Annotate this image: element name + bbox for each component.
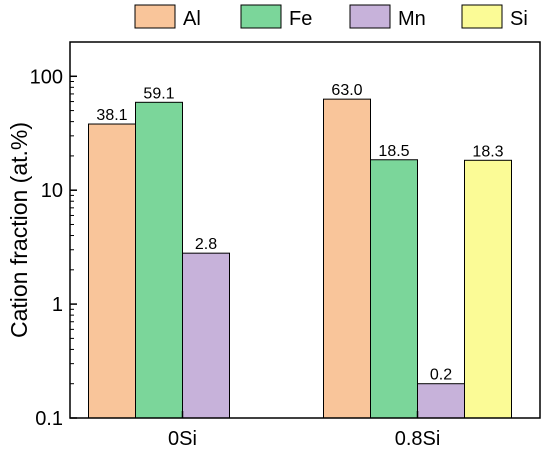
data-labels: 38.1 59.1 2.8 63.0 18.5 0.2 18.3 xyxy=(96,82,503,384)
bar-si-0-8si xyxy=(464,159,512,419)
y-tick-label: 100 xyxy=(30,66,63,88)
x-tick-label-0-8si: 0.8Si xyxy=(395,428,441,450)
data-label-mn-0si: 2.8 xyxy=(195,236,217,253)
bar-mn-0-8si xyxy=(417,383,465,419)
data-label-al-0si: 38.1 xyxy=(96,107,127,124)
legend-swatch-fe xyxy=(240,4,282,29)
legend-swatch-al xyxy=(134,4,176,29)
data-label-fe-0-8si: 18.5 xyxy=(378,143,409,160)
data-label-fe-0si: 59.1 xyxy=(143,85,174,102)
bar-fe-0-8si xyxy=(370,159,418,419)
x-tick-label-0si: 0Si xyxy=(168,428,197,450)
bars xyxy=(88,98,512,419)
plot-frame xyxy=(69,41,541,419)
bar-fe-0si xyxy=(135,101,183,419)
y-tick-label: 0.1 xyxy=(35,408,63,430)
legend: Al Fe Mn Si xyxy=(134,4,528,30)
legend-label-mn: Mn xyxy=(398,8,426,30)
legend-label-al: Al xyxy=(183,8,201,30)
legend-swatch-si xyxy=(461,4,503,29)
data-label-si-0-8si: 18.3 xyxy=(472,143,503,160)
data-label-mn-0-8si: 0.2 xyxy=(430,367,452,384)
x-axis-ticks: 0Si 0.8Si xyxy=(168,411,440,450)
legend-label-si: Si xyxy=(510,8,528,30)
legend-label-fe: Fe xyxy=(289,8,312,30)
legend-swatch-mn xyxy=(349,4,391,29)
data-label-al-0-8si: 63.0 xyxy=(331,82,362,99)
bar-mn-0si xyxy=(182,252,230,419)
y-axis-title: Cation fraction (at.%) xyxy=(6,122,32,338)
y-axis-ticks: 0.1 1 10 100 xyxy=(30,41,77,430)
y-tick-label: 10 xyxy=(41,180,63,202)
bar-al-0-8si xyxy=(323,98,371,419)
y-tick-label: 1 xyxy=(52,294,63,316)
bar-al-0si xyxy=(88,123,136,419)
